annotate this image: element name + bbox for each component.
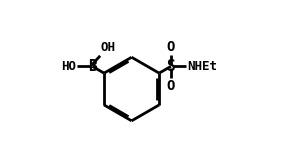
Text: B: B [88,59,97,74]
Text: O: O [167,39,175,53]
Text: NHEt: NHEt [187,60,217,73]
Text: S: S [166,59,175,74]
Text: O: O [167,79,175,93]
Text: HO: HO [61,60,76,73]
Text: OH: OH [101,41,116,54]
